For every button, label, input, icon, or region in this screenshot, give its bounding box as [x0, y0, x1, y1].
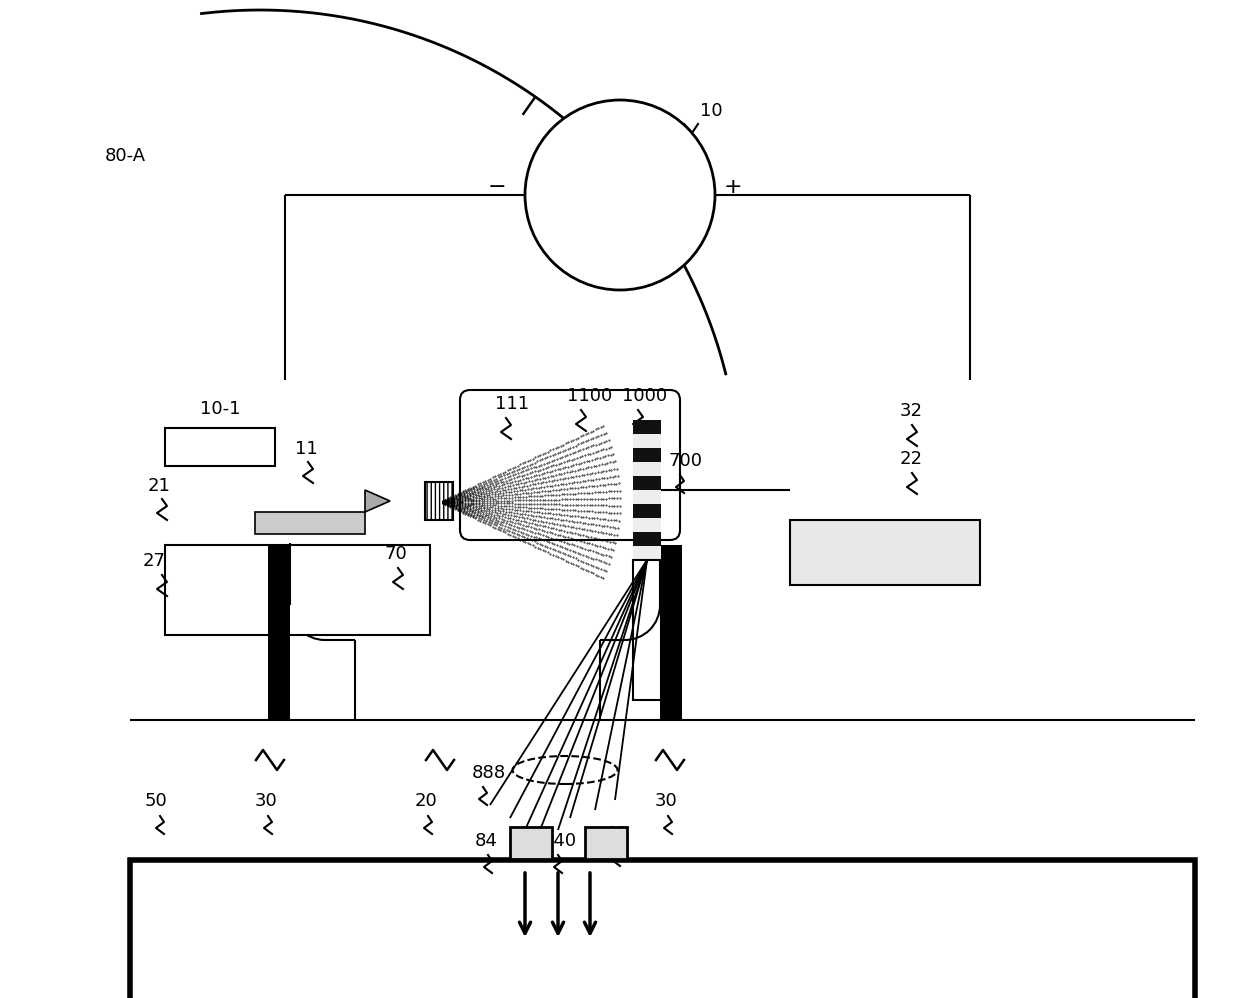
Text: +: + [724, 177, 743, 197]
FancyBboxPatch shape [460, 390, 680, 540]
Bar [165, 545, 430, 635]
Bar [165, 428, 275, 466]
Text: 70: 70 [384, 545, 408, 563]
Bar [632, 560, 661, 700]
Bar [130, 860, 1195, 998]
Text: 21: 21 [148, 477, 171, 495]
Polygon shape [365, 490, 391, 512]
Bar [510, 827, 552, 859]
Bar [632, 490, 661, 504]
Text: 111: 111 [495, 395, 529, 413]
Text: 50: 50 [145, 792, 167, 810]
Bar [632, 462, 661, 476]
Bar [255, 512, 365, 534]
Text: 11: 11 [295, 440, 317, 458]
Text: 22: 22 [900, 450, 923, 468]
Text: 30: 30 [255, 792, 278, 810]
Bar [632, 434, 661, 448]
Text: 1000: 1000 [622, 387, 667, 405]
Bar [632, 532, 661, 546]
Text: 32: 32 [900, 402, 923, 420]
Text: 27: 27 [143, 552, 166, 570]
Bar [790, 520, 980, 585]
Bar [660, 545, 682, 720]
Bar [632, 504, 661, 518]
Text: 700: 700 [668, 452, 702, 470]
Bar [632, 448, 661, 462]
Bar [632, 546, 661, 560]
Bar [632, 518, 661, 532]
Text: 10-1: 10-1 [200, 400, 241, 418]
Bar [268, 545, 290, 720]
Bar [632, 476, 661, 490]
Text: 20: 20 [415, 792, 438, 810]
Bar [425, 482, 453, 520]
Text: 1100: 1100 [567, 387, 613, 405]
Text: 30: 30 [655, 792, 678, 810]
Text: 10: 10 [701, 102, 723, 120]
Bar [632, 420, 661, 434]
Text: −: − [487, 177, 506, 197]
Text: 80-A: 80-A [105, 147, 146, 165]
Bar [585, 827, 627, 859]
Text: 888: 888 [472, 764, 506, 782]
Text: 840: 840 [543, 832, 577, 850]
Text: 40: 40 [604, 825, 626, 843]
Circle shape [525, 100, 715, 290]
Text: 84: 84 [475, 832, 498, 850]
